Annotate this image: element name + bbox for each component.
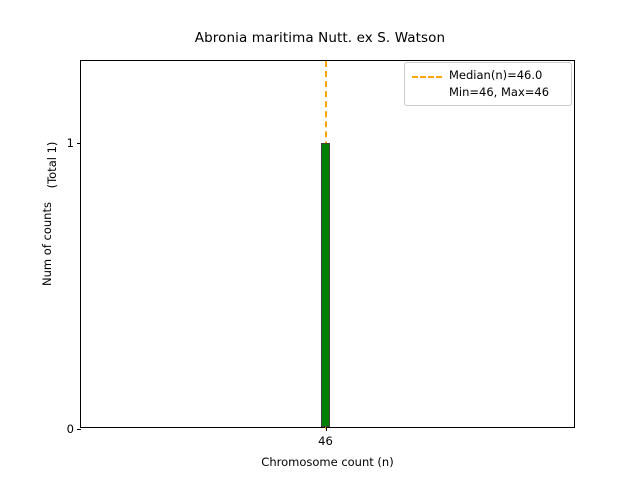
y-tick-label-1: 1 (66, 136, 74, 151)
y-tick-label-0: 0 (66, 422, 74, 436)
y-axis-label-text: Num of counts (40, 202, 54, 286)
y-axis-total-label-text: (Total 1) (45, 141, 59, 189)
plot-area: 0 1 46 (67, 60, 575, 448)
y-tick-mark (77, 143, 81, 145)
x-tick-mark (325, 427, 327, 431)
legend-text-group: Median(n)=46.0 Min=46, Max=46 (449, 68, 549, 99)
legend-dashed-line-icon (412, 76, 442, 78)
x-axis-label: Chromosome count (n) (261, 455, 394, 469)
legend-label-minmax: Min=46, Max=46 (449, 84, 550, 99)
legend-label-median: Median(n)=46.0 (449, 68, 543, 82)
y-tick-mark (77, 429, 81, 430)
x-tick-label-46: 46 (318, 434, 333, 448)
chart-title: Abronia maritima Nutt. ex S. Watson (194, 30, 446, 46)
legend: Median(n)=46.0 Min=46, Max=46 (404, 62, 572, 107)
histogram-bar[interactable] (321, 143, 330, 427)
